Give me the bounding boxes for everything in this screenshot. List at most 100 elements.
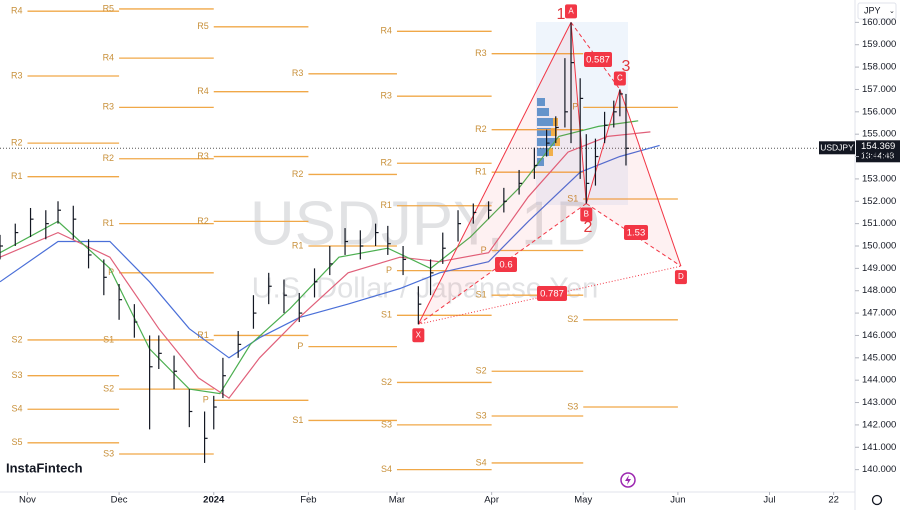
y-tick-label: 144.000 bbox=[862, 375, 896, 386]
profile-bar bbox=[537, 128, 551, 136]
y-tick-label: 145.000 bbox=[862, 352, 896, 363]
pattern-point-box bbox=[412, 328, 425, 343]
x-tick-label: Nov bbox=[19, 495, 36, 506]
x-tick-label: Jun bbox=[670, 495, 685, 506]
y-tick-label: 149.000 bbox=[862, 263, 896, 274]
wave-number: 1 bbox=[557, 6, 566, 23]
pivot-label: P bbox=[297, 341, 303, 351]
y-tick-label: 150.000 bbox=[862, 241, 896, 252]
pivot-label: S3 bbox=[103, 448, 114, 458]
pattern-point-box bbox=[565, 4, 578, 19]
x-tick-label: Feb bbox=[300, 495, 316, 506]
y-tick-label: 160.000 bbox=[862, 17, 896, 28]
pivot-label: R1 bbox=[103, 218, 115, 228]
pivot-label: S1 bbox=[292, 415, 303, 425]
ratio-box bbox=[624, 225, 648, 240]
x-tick-label: Apr bbox=[484, 495, 499, 506]
y-tick-label: 151.000 bbox=[862, 218, 896, 229]
pattern-leg bbox=[619, 89, 682, 267]
pivot-label: R5 bbox=[103, 3, 115, 13]
price-tag-value: 154.369 bbox=[861, 141, 895, 152]
settings-icon[interactable] bbox=[871, 494, 883, 506]
pattern-point-box bbox=[674, 270, 687, 285]
y-tick-label: 142.000 bbox=[862, 419, 896, 430]
profile-bar bbox=[549, 148, 553, 156]
pivot-label: S5 bbox=[11, 437, 22, 447]
pivot-label: R2 bbox=[103, 153, 115, 163]
pivot-label: S3 bbox=[476, 410, 487, 420]
pivot-label: R2 bbox=[11, 138, 23, 148]
pivot-label: R1 bbox=[11, 171, 23, 181]
y-tick-label: 152.000 bbox=[862, 196, 896, 207]
pattern-point-label: C bbox=[617, 74, 623, 83]
y-tick-label: 159.000 bbox=[862, 39, 896, 50]
profile-bar bbox=[537, 158, 544, 166]
y-tick-label: 153.000 bbox=[862, 173, 896, 184]
pivot-label: R1 bbox=[292, 240, 304, 250]
moving-average bbox=[0, 131, 651, 399]
pivot-label: R4 bbox=[103, 53, 115, 63]
pivot-label: P bbox=[108, 267, 114, 277]
ratio-label: 0.6 bbox=[499, 260, 512, 271]
event-icon-bolt bbox=[625, 475, 631, 485]
pattern-leg bbox=[570, 22, 587, 204]
pattern-point-label: X bbox=[416, 330, 422, 339]
pivot-label: R2 bbox=[197, 216, 209, 226]
plot-area: USDJPY, 1D U.S. Dollar / Japanese Yen R4… bbox=[0, 3, 855, 474]
y-tick-label: 155.000 bbox=[862, 129, 896, 140]
y-tick-label: 147.000 bbox=[862, 308, 896, 319]
symbol-tag bbox=[819, 141, 855, 155]
y-tick-label: 148.000 bbox=[862, 285, 896, 296]
logo: InstaFintech bbox=[6, 460, 83, 475]
ratio-label: 1.53 bbox=[627, 228, 646, 239]
pattern-fill bbox=[418, 22, 587, 325]
profile-bar bbox=[537, 118, 553, 126]
pivot-label: P bbox=[481, 245, 487, 255]
ratio-box bbox=[584, 52, 612, 67]
pivot-label: S4 bbox=[476, 457, 487, 467]
pivot-label: P bbox=[572, 102, 578, 112]
y-tick-label: 143.000 bbox=[862, 397, 896, 408]
pivot-label: R1 bbox=[380, 200, 392, 210]
price-tag-countdown: 13:44:48 bbox=[861, 151, 894, 161]
wave-number: 3 bbox=[622, 58, 631, 75]
y-tick-label: 156.000 bbox=[862, 106, 896, 117]
pivot-label: S2 bbox=[11, 334, 22, 344]
wave-number: 2 bbox=[584, 219, 593, 236]
profile-bar bbox=[537, 108, 549, 116]
pattern-point-box bbox=[613, 71, 626, 86]
pivot-label: R5 bbox=[197, 21, 209, 31]
y-tick-label: 146.000 bbox=[862, 330, 896, 341]
dropdown-caret: ⌄ bbox=[889, 8, 895, 15]
currency-dropdown[interactable] bbox=[857, 2, 897, 20]
pattern-texts: 1 2 3 0.587 1.53 0.6 0.787 bbox=[495, 6, 648, 301]
y-tick-label: 154.000 bbox=[862, 151, 896, 162]
x-tick-label: Dec bbox=[111, 495, 128, 506]
pivot-label: R3 bbox=[475, 48, 487, 58]
pivot-label: R3 bbox=[197, 151, 209, 161]
pivot-label: S2 bbox=[476, 366, 487, 376]
pivot-label: S4 bbox=[381, 464, 392, 474]
pivot-label: S4 bbox=[11, 404, 22, 414]
pivot-label: R1 bbox=[197, 330, 209, 340]
pivot-label: S3 bbox=[567, 401, 578, 411]
pattern-point-label: D bbox=[678, 272, 684, 281]
currency-label: JPY bbox=[864, 5, 881, 15]
moving-average bbox=[0, 144, 660, 359]
ratio-box bbox=[537, 286, 567, 301]
profile-bar bbox=[537, 148, 549, 156]
x-tick-label: May bbox=[574, 495, 592, 506]
pivot-label: R3 bbox=[11, 70, 23, 80]
ratio-label: 0.787 bbox=[540, 289, 564, 300]
x-tick-label: 2024 bbox=[203, 495, 225, 506]
profile-bar bbox=[551, 128, 557, 136]
pivot-label: S3 bbox=[11, 370, 22, 380]
x-tick-label: 22 bbox=[828, 495, 839, 506]
watermark-symbol: USDJPY, 1D bbox=[250, 189, 600, 258]
x-tick-label: Mar bbox=[389, 495, 405, 506]
pivot-label: P bbox=[203, 395, 209, 405]
x-tick-label: Jul bbox=[763, 495, 775, 506]
symbol-tag-label: USDJPY bbox=[820, 143, 854, 153]
